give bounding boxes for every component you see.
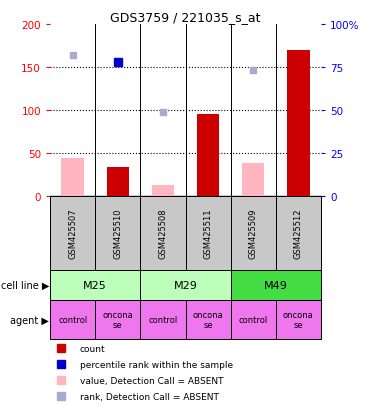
Text: GSM425512: GSM425512	[294, 208, 303, 259]
Bar	[242, 164, 265, 197]
Text: value, Detection Call = ABSENT: value, Detection Call = ABSENT	[80, 376, 223, 385]
Text: M25: M25	[83, 280, 107, 290]
Bar	[106, 168, 129, 197]
Bar	[276, 197, 321, 270]
Text: M29: M29	[174, 280, 197, 290]
Text: GSM425507: GSM425507	[68, 208, 77, 259]
Bar	[95, 301, 140, 339]
Bar	[197, 115, 219, 197]
Text: oncona
se: oncona se	[193, 310, 223, 330]
Bar	[152, 185, 174, 197]
Text: rank, Detection Call = ABSENT: rank, Detection Call = ABSENT	[80, 392, 219, 401]
Text: GSM425511: GSM425511	[204, 208, 213, 259]
Text: GSM425510: GSM425510	[113, 208, 122, 259]
Text: GSM425509: GSM425509	[249, 208, 258, 259]
Bar	[140, 270, 231, 301]
Text: percentile rank within the sample: percentile rank within the sample	[80, 360, 233, 369]
Bar	[186, 197, 231, 270]
Title: GDS3759 / 221035_s_at: GDS3759 / 221035_s_at	[110, 11, 261, 24]
Bar	[186, 301, 231, 339]
Text: control: control	[148, 316, 178, 325]
Text: oncona
se: oncona se	[102, 310, 133, 330]
Bar	[50, 301, 95, 339]
Bar	[276, 301, 321, 339]
Bar	[140, 301, 186, 339]
Text: control: control	[239, 316, 268, 325]
Bar	[95, 197, 140, 270]
Bar	[61, 159, 84, 197]
Bar	[231, 197, 276, 270]
Text: oncona
se: oncona se	[283, 310, 314, 330]
Text: M49: M49	[264, 280, 288, 290]
Bar	[231, 270, 321, 301]
Text: control: control	[58, 316, 87, 325]
Bar	[231, 301, 276, 339]
Text: GSM425508: GSM425508	[158, 208, 167, 259]
Bar	[287, 50, 310, 197]
Text: agent ▶: agent ▶	[10, 315, 49, 325]
Bar	[50, 197, 95, 270]
Bar	[140, 197, 186, 270]
Text: count: count	[80, 344, 105, 353]
Text: cell line ▶: cell line ▶	[1, 280, 49, 290]
Bar	[50, 270, 140, 301]
